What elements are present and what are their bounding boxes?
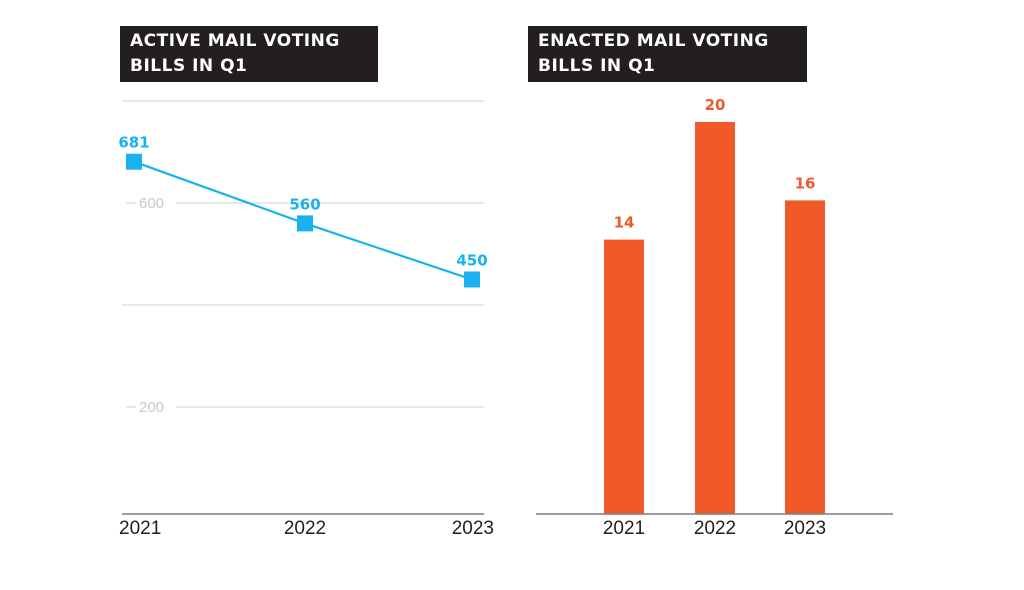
bar-x-label-2021: 2021 bbox=[603, 518, 645, 539]
bar-2021 bbox=[604, 239, 644, 514]
bar-x-label-2022: 2022 bbox=[694, 518, 736, 539]
bar-data-label-2021: 14 bbox=[614, 214, 635, 232]
bar-data-label-2023: 16 bbox=[795, 174, 816, 192]
bar-2022 bbox=[695, 122, 735, 514]
line-x-label-2022: 2022 bbox=[284, 518, 326, 539]
y-tick-label-600: 600 bbox=[139, 195, 164, 212]
bar-2023 bbox=[785, 200, 825, 514]
line-point-2021 bbox=[126, 153, 142, 170]
line-x-label-2021: 2021 bbox=[119, 518, 161, 539]
bar-x-label-2023: 2023 bbox=[784, 518, 826, 539]
bar-chart-title: ENACTED MAIL VOTING BILLS IN Q1 bbox=[528, 26, 807, 82]
line-data-label-2021: 681 bbox=[118, 134, 149, 152]
line-data-label-2022: 560 bbox=[289, 195, 320, 213]
bar-data-label-2022: 20 bbox=[705, 96, 726, 114]
line-x-label-2023: 2023 bbox=[452, 518, 494, 539]
y-tick-label-200: 200 bbox=[139, 399, 164, 416]
line-point-2022 bbox=[297, 215, 313, 232]
line-data-label-2023: 450 bbox=[456, 252, 487, 270]
line-chart-title: ACTIVE MAIL VOTING BILLS IN Q1 bbox=[120, 26, 378, 82]
line-point-2023 bbox=[464, 271, 480, 288]
